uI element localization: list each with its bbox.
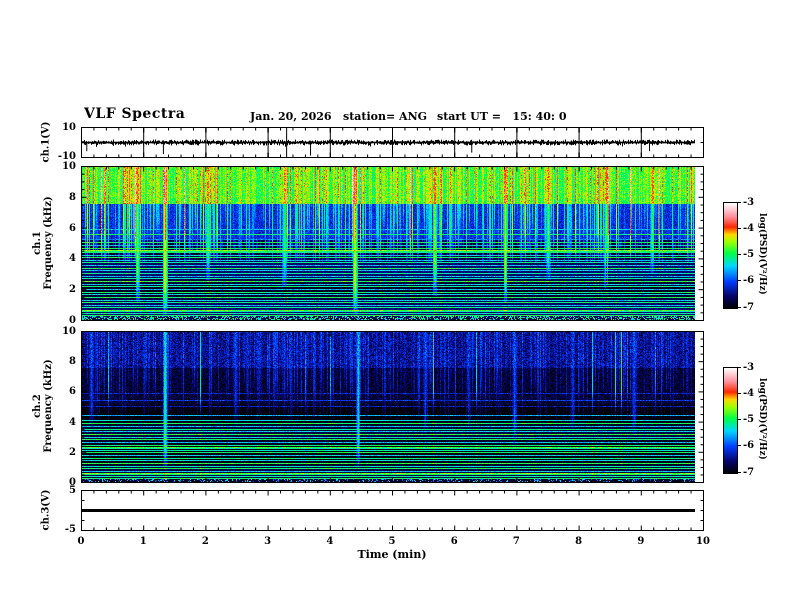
colorbar-tick bbox=[737, 201, 741, 203]
x-tick-label: 3 bbox=[264, 536, 272, 547]
colorbar-tick bbox=[737, 254, 741, 255]
x-tick-label: 5 bbox=[388, 536, 396, 547]
station-label: station= ANG bbox=[343, 110, 428, 123]
colorbar-tick-label: -7 bbox=[743, 301, 755, 313]
x-tick-label: 7 bbox=[512, 536, 520, 547]
ch2-channel-label: ch.2 bbox=[32, 394, 43, 418]
colorbar-tick-label: -7 bbox=[743, 466, 755, 478]
spec1-y-tick-label: 6 bbox=[69, 222, 76, 234]
x-tick-label: 6 bbox=[450, 536, 458, 547]
colorbar-tick bbox=[737, 280, 741, 282]
date-label: Jan. 20, 2026 bbox=[250, 110, 332, 123]
colorbar-ch2 bbox=[723, 367, 738, 474]
spec2-y-tick-label: 6 bbox=[69, 386, 76, 398]
colorbar-tick-label: -6 bbox=[743, 275, 755, 287]
time-axis-label: Time (min) bbox=[357, 548, 427, 561]
ch2-frequency-axis-label: ch.2 Frequency (kHz) bbox=[32, 359, 54, 452]
spec2-y-tick-label: 10 bbox=[62, 326, 76, 337]
ch1v-y-tick-label: -10 bbox=[57, 151, 76, 162]
colorbar-tick-label: -4 bbox=[743, 222, 755, 234]
x-tick-label: 1 bbox=[139, 536, 147, 547]
spec1-y-tick-label: 0 bbox=[69, 315, 76, 326]
ch3v-y-tick-label: -5 bbox=[64, 524, 76, 535]
spec1-y-tick-label: 4 bbox=[69, 253, 76, 265]
spec2-y-tick-label: 2 bbox=[69, 446, 76, 458]
ch1-frequency-label: Frequency (kHz) bbox=[43, 196, 54, 290]
ch1-spectrogram-canvas bbox=[81, 166, 704, 321]
x-tick-label: 0 bbox=[77, 536, 85, 547]
spec1-y-tick-label: 8 bbox=[69, 191, 76, 203]
ch2-spectrogram-canvas bbox=[81, 331, 704, 483]
x-tick-label: 10 bbox=[696, 536, 710, 547]
ch2-frequency-label: Frequency (kHz) bbox=[43, 359, 54, 453]
spec1-y-tick-label: 10 bbox=[62, 161, 76, 172]
spec2-y-tick-label: 4 bbox=[69, 416, 76, 428]
x-tick-label: 4 bbox=[326, 536, 334, 547]
start-ut-label: start UT = 15: 40: 0 bbox=[437, 110, 567, 123]
ch1v-y-tick-label: 10 bbox=[62, 122, 76, 133]
colorbar-tick bbox=[737, 306, 741, 308]
colorbar-tick-label: -3 bbox=[743, 196, 755, 208]
colorbar-tick bbox=[737, 392, 741, 394]
spec1-y-tick-label: 2 bbox=[69, 284, 76, 296]
spec2-y-tick-label: 0 bbox=[69, 477, 76, 488]
colorbar-tick bbox=[737, 419, 741, 420]
colorbar-tick bbox=[737, 227, 741, 229]
colorbar-tick-label: -6 bbox=[743, 440, 755, 452]
colorbar-tick-label: -4 bbox=[743, 387, 755, 399]
x-tick-label: 9 bbox=[637, 536, 645, 547]
colorbar-tick-label: -3 bbox=[743, 361, 755, 373]
colorbar-tick-label: -5 bbox=[743, 249, 755, 260]
ch1-waveform-canvas bbox=[81, 127, 704, 158]
colorbar-tick bbox=[737, 445, 741, 447]
x-tick-label: 2 bbox=[201, 536, 209, 547]
page-title: VLF Spectra bbox=[84, 106, 186, 122]
ch1-channel-label: ch.1 bbox=[32, 231, 43, 255]
ch3-waveform-canvas bbox=[81, 490, 704, 531]
colorbar-tick-label: -5 bbox=[743, 414, 755, 425]
colorbar-tick bbox=[737, 471, 741, 473]
spec2-y-tick-label: 8 bbox=[69, 356, 76, 368]
colorbar-tick bbox=[737, 366, 741, 368]
ch3v-y-tick-label: 5 bbox=[69, 485, 76, 496]
x-tick-label: 8 bbox=[575, 536, 583, 547]
ch1-frequency-axis-label: ch.1 Frequency (kHz) bbox=[32, 196, 54, 289]
colorbar-ch1 bbox=[723, 202, 738, 309]
